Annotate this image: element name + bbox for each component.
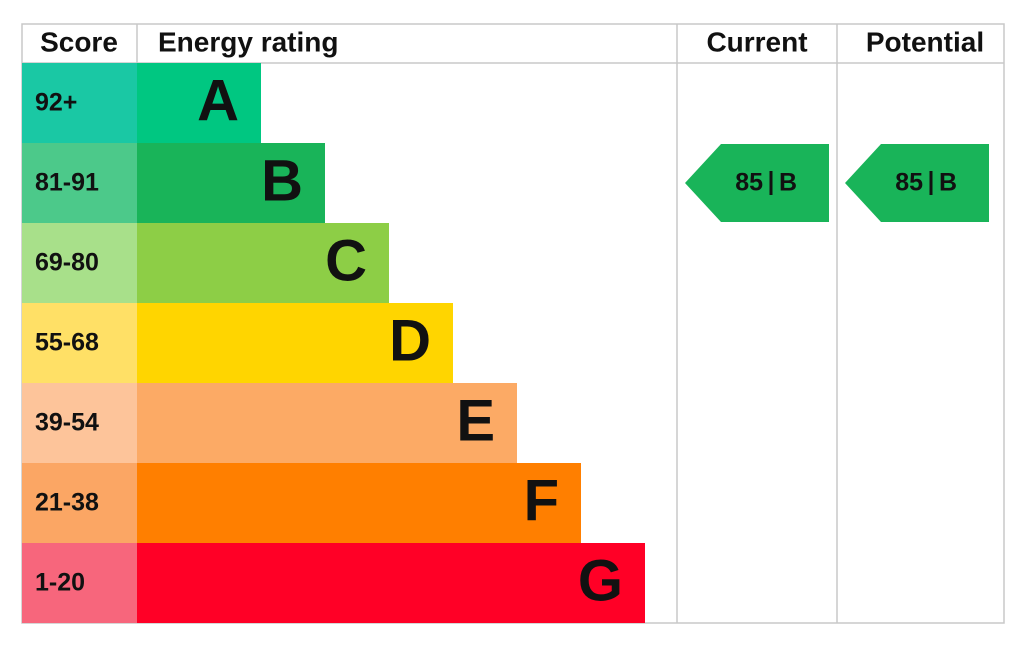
- band-letter: C: [325, 228, 367, 293]
- band-letter: E: [456, 388, 495, 453]
- current-arrow: [685, 144, 829, 222]
- header-potential: Potential: [866, 26, 984, 57]
- band-letter: A: [197, 68, 239, 133]
- band-letter: G: [578, 548, 623, 613]
- score-cell: [22, 63, 137, 143]
- potential-value: 85: [895, 169, 923, 197]
- score-range: 69-80: [35, 249, 99, 277]
- score-range: 39-54: [35, 409, 99, 437]
- rating-bar: [137, 463, 581, 543]
- rating-bar: [137, 383, 517, 463]
- potential-arrow: [845, 144, 989, 222]
- score-range: 55-68: [35, 329, 99, 357]
- current-letter: B: [779, 169, 797, 197]
- rating-bar: [137, 543, 645, 623]
- score-cell: [22, 303, 137, 383]
- score-range: 81-91: [35, 169, 99, 197]
- score-range: 92+: [35, 89, 77, 117]
- score-range: 1-20: [35, 569, 85, 597]
- score-cell: [22, 543, 137, 623]
- score-cell: [22, 383, 137, 463]
- score-cell: [22, 223, 137, 303]
- score-range: 21-38: [35, 489, 99, 517]
- current-value: 85: [735, 169, 763, 197]
- rating-bar: [137, 303, 453, 383]
- potential-letter: B: [939, 169, 957, 197]
- band-letter: F: [524, 468, 559, 533]
- rating-bar: [137, 143, 325, 223]
- band-letter: B: [261, 148, 303, 213]
- band-letter: D: [389, 308, 431, 373]
- rating-bar: [137, 63, 261, 143]
- header-rating: Energy rating: [158, 26, 338, 57]
- header-current: Current: [706, 26, 807, 57]
- score-cell: [22, 463, 137, 543]
- header-score: Score: [40, 26, 118, 57]
- rating-bar: [137, 223, 389, 303]
- score-cell: [22, 143, 137, 223]
